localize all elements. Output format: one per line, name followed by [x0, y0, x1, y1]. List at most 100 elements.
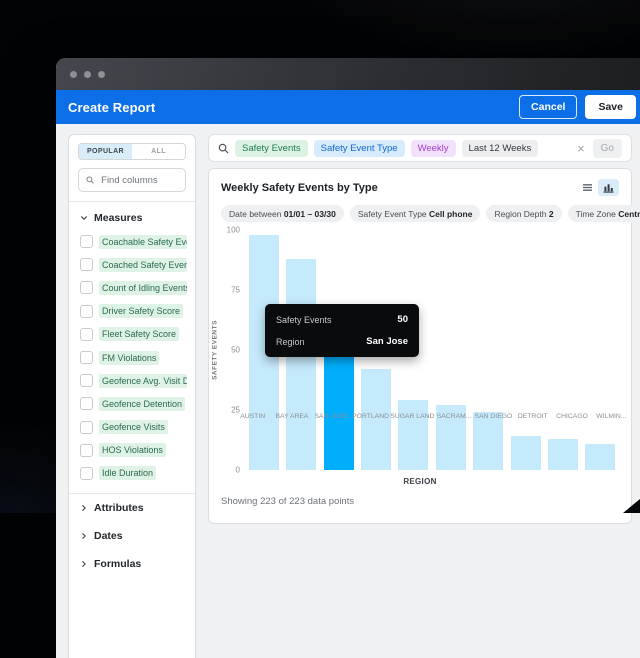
filter-chip[interactable]: Region Depth 2 [486, 205, 562, 222]
measures-section-label: Measures [94, 212, 143, 224]
measure-label: Geofence Visits [99, 420, 168, 435]
measure-item[interactable]: Coachable Safety Events [69, 230, 195, 253]
measure-label: Fleet Safety Score [99, 327, 180, 342]
filter-chips: Date between 01/01 – 03/30 Safety Event T… [221, 205, 640, 222]
checkbox[interactable] [80, 235, 93, 249]
checkbox[interactable] [80, 397, 93, 411]
chart-panel: Weekly Safety Events by Type Date betwee… [208, 168, 640, 524]
query-tag[interactable]: Safety Events [235, 139, 308, 157]
bar-chart: SAFETY EVENTS Safety Events 50 Region San J… [212, 226, 619, 475]
checkbox[interactable] [80, 466, 93, 480]
chart-title: Weekly Safety Events by Type [221, 181, 378, 194]
bar-chicago[interactable] [547, 438, 578, 470]
checkbox[interactable] [80, 304, 93, 318]
filter-chip[interactable]: Time Zone Central [567, 205, 640, 222]
x-axis-title: REGION [403, 477, 437, 486]
sidebar-tabs: POPULAR ALL [78, 143, 186, 160]
bar-san-diego[interactable] [473, 412, 504, 470]
section-label: Attributes [94, 502, 144, 515]
checkbox[interactable] [80, 420, 93, 434]
measure-item[interactable]: Driver Safety Score [69, 300, 195, 323]
data-points-note: Showing 223 of 223 data points [221, 496, 355, 507]
plot-area: Safety Events 50 Region San Jose 0 25 50 75 100 [227, 226, 619, 475]
bar-slot [507, 230, 544, 470]
measure-item[interactable]: Coached Safety Events [69, 253, 195, 276]
bar-portland[interactable] [360, 369, 391, 470]
bar-slot [582, 230, 619, 470]
measure-item[interactable]: Geofence Visits [69, 416, 195, 439]
report-query-bar[interactable]: Safety Events Safety Event Type Weekly Last… [208, 134, 632, 162]
table-view-icon[interactable] [577, 179, 598, 196]
close-icon[interactable]: × [577, 140, 585, 156]
cancel-button[interactable]: Cancel [519, 95, 578, 119]
sidebar-section-attributes[interactable]: Attributes [69, 494, 195, 522]
measure-label: Driver Safety Score [99, 304, 184, 319]
checkbox[interactable] [80, 281, 93, 295]
measure-item[interactable]: Geofence Detention [69, 392, 195, 415]
bar-sugar-land[interactable] [398, 400, 429, 470]
divider [69, 201, 195, 202]
filter-chip[interactable]: Date between 01/01 – 03/30 [221, 205, 344, 222]
x-tick-label: SUGAR LAND [390, 413, 435, 420]
bar-san-jose[interactable] [323, 350, 354, 470]
measure-item[interactable]: Idle Duration [69, 462, 195, 485]
x-tick-label: WILMIN... [596, 413, 627, 420]
x-tick-label: SACRAM... [436, 413, 472, 420]
x-tick-label: CHICAGO [556, 413, 588, 420]
bar-slot [395, 230, 432, 470]
bar-detroit[interactable] [510, 436, 541, 470]
y-tick-label: 75 [231, 285, 240, 295]
sidebar-tab-all[interactable]: ALL [132, 144, 185, 159]
measure-item[interactable]: Geofence Avg. Visit Du... [69, 369, 195, 392]
find-columns-input[interactable] [99, 173, 178, 187]
find-columns-box[interactable] [78, 168, 186, 192]
query-tag[interactable]: Weekly [410, 139, 456, 157]
measure-item[interactable]: HOS Violations [69, 439, 195, 462]
checkbox[interactable] [80, 327, 93, 341]
checkbox[interactable] [80, 351, 93, 365]
save-button[interactable]: Save [585, 95, 636, 119]
window-dot [98, 70, 105, 78]
tooltip-label: Region [276, 336, 305, 347]
divider [69, 493, 195, 495]
measure-label: Idle Duration [99, 466, 157, 481]
search-icon [86, 176, 94, 184]
tooltip-row: Region San Jose [276, 336, 408, 347]
window-dot [70, 70, 77, 78]
page-title: Create Report [68, 99, 156, 115]
y-tick-label: 0 [235, 465, 240, 475]
measure-item[interactable]: Fleet Safety Score [69, 323, 195, 346]
bar-wilmin-[interactable] [585, 443, 616, 470]
tooltip-label: Safety Events [276, 314, 332, 325]
measure-label: HOS Violations [99, 443, 166, 458]
measure-list: Coachable Safety Events Coached Safety Ev… [69, 228, 195, 489]
bar-sacram-[interactable] [435, 405, 466, 470]
query-tag[interactable]: Last 12 Weeks [461, 139, 539, 157]
bar-chart-view-icon[interactable] [598, 179, 619, 196]
filter-chip[interactable]: Safety Event Type Cell phone [349, 205, 481, 222]
chevron-right-icon [82, 561, 86, 568]
y-tick-label: 50 [231, 345, 240, 355]
go-button[interactable]: Go [592, 138, 622, 158]
sidebar-section-formulas[interactable]: Formulas [69, 550, 195, 578]
checkbox[interactable] [80, 258, 93, 272]
checkbox[interactable] [80, 443, 93, 457]
bar-bay-area[interactable] [286, 258, 317, 470]
tooltip-row: Safety Events 50 [276, 314, 408, 325]
checkbox[interactable] [80, 374, 93, 388]
measure-item[interactable]: Count of Idling Events [69, 276, 195, 299]
window-titlebar [56, 58, 640, 90]
collapsed-sections: Attributes Dates Formulas [69, 494, 195, 578]
measure-item[interactable]: FM Violations [69, 346, 195, 369]
measure-label: Geofence Avg. Visit Du... [99, 373, 187, 388]
y-tick-label: 25 [231, 405, 240, 415]
x-tick-label: PORTLAND [352, 413, 390, 420]
measures-section-header[interactable]: Measures [69, 202, 195, 228]
sidebar-section-dates[interactable]: Dates [69, 522, 195, 550]
window-dot [84, 70, 91, 78]
sidebar-tab-popular[interactable]: POPULAR [79, 144, 132, 159]
app-header: Create Report Cancel Save [56, 90, 640, 124]
bar-slot [282, 230, 319, 470]
query-tag[interactable]: Safety Event Type [313, 139, 405, 157]
